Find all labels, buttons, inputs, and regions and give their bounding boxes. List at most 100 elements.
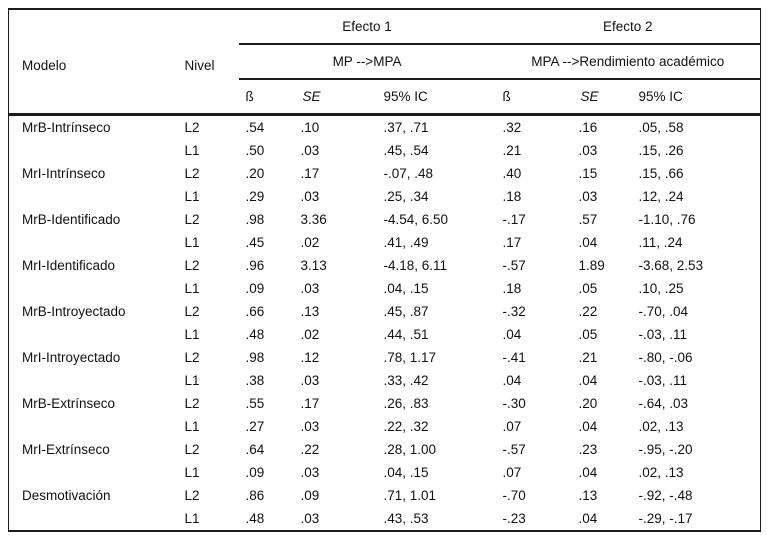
cell-modelo: MrB-Extrínseco — [22, 396, 116, 411]
cell-e1-beta: .48 — [245, 327, 265, 342]
cell-e2-ic: .02, .13 — [638, 419, 684, 434]
cell-e2-beta: .18 — [502, 189, 522, 204]
cell-e1-ic: .45, .87 — [383, 304, 429, 319]
cell-e1-ic: .78, 1.17 — [383, 350, 437, 365]
cell-e1-beta: .29 — [245, 189, 265, 204]
cell-nivel: L2 — [184, 396, 200, 411]
cell-e2-beta: -.70 — [502, 488, 526, 503]
cell-e1-se: .17 — [300, 396, 320, 411]
cell-e1-ic: -.07, .48 — [383, 166, 434, 181]
header-beta-2: ß — [495, 79, 574, 116]
cell-e2-se: .13 — [578, 488, 598, 503]
cell-e2-se: .57 — [578, 212, 598, 227]
table-row: L1 .50 .03 .45, .54 .21 .03 .15, .26 — [9, 139, 761, 162]
cell-e1-se: .13 — [300, 304, 320, 319]
cell-modelo — [9, 369, 180, 392]
table-header: Modelo Nivel Efecto 1 Efecto 2 MP -->MPA… — [8, 9, 761, 116]
cell-e1-se: .17 — [300, 166, 320, 181]
cell-nivel: L1 — [184, 465, 200, 480]
cell-e1-ic: .45, .54 — [383, 143, 429, 158]
cell-e1-se: .09 — [300, 488, 320, 503]
header-efecto-2: Efecto 2 — [495, 9, 761, 45]
cell-e1-beta: .09 — [245, 465, 265, 480]
cell-e1-ic: .22, .32 — [383, 419, 429, 434]
cell-e2-beta: .17 — [502, 235, 522, 250]
cell-e1-ic: .44, .51 — [383, 327, 429, 342]
cell-e1-se: .03 — [300, 373, 320, 388]
cell-e1-ic: .25, .34 — [383, 189, 429, 204]
cell-e2-se: .05 — [578, 281, 598, 296]
cell-e2-beta: -.23 — [502, 511, 526, 526]
results-table: Modelo Nivel Efecto 1 Efecto 2 MP -->MPA… — [8, 8, 762, 532]
table-row: L1 .48 .02 .44, .51 .04 .05 -.03, .11 — [9, 323, 761, 346]
cell-nivel: L2 — [184, 166, 200, 181]
table-row: MrB-Introyectado L2 .66 .13 .45, .87 -.3… — [9, 300, 761, 323]
cell-e1-beta: .09 — [245, 281, 265, 296]
cell-e2-beta: .18 — [502, 281, 522, 296]
cell-e2-se: .16 — [578, 120, 598, 135]
cell-e1-se: .03 — [300, 281, 320, 296]
table-body: MrB-Intrínseco L2 .54 .10 .37, .71 .32 .… — [9, 115, 761, 532]
cell-e1-beta: .27 — [245, 419, 265, 434]
cell-e2-ic: .15, .66 — [638, 166, 684, 181]
cell-e1-ic: -4.54, 6.50 — [383, 212, 449, 227]
cell-e1-ic: .28, 1.00 — [383, 442, 437, 457]
cell-e1-ic: .41, .49 — [383, 235, 429, 250]
cell-e1-beta: .48 — [245, 511, 265, 526]
cell-e2-ic: -1.10, .76 — [638, 212, 696, 227]
cell-e2-ic: .02, .13 — [638, 465, 684, 480]
cell-e2-se: .05 — [578, 327, 598, 342]
cell-modelo: MrI-Identificado — [22, 258, 116, 273]
cell-e2-beta: .04 — [502, 373, 522, 388]
cell-e2-beta: -.17 — [502, 212, 526, 227]
cell-e1-beta: .50 — [245, 143, 265, 158]
cell-e2-se: .15 — [578, 166, 598, 181]
table-row: L1 .27 .03 .22, .32 .07 .04 .02, .13 — [9, 415, 761, 438]
cell-nivel: L1 — [184, 511, 200, 526]
cell-e2-se: .03 — [578, 143, 598, 158]
cell-e1-se: 3.36 — [300, 212, 327, 227]
cell-e2-ic: -3.68, 2.53 — [638, 258, 704, 273]
table-row: L1 .09 .03 .04, .15 .18 .05 .10, .25 — [9, 277, 761, 300]
cell-e2-ic: -.70, .04 — [638, 304, 689, 319]
table-row: L1 .48 .03 .43, .53 -.23 .04 -.29, -.17 — [9, 507, 761, 531]
cell-modelo — [9, 185, 180, 208]
table-row: Desmotivación L2 .86 .09 .71, 1.01 -.70 … — [9, 484, 761, 507]
cell-e1-se: .10 — [300, 120, 320, 135]
cell-e2-se: .04 — [578, 235, 598, 250]
table-row: L1 .09 .03 .04, .15 .07 .04 .02, .13 — [9, 461, 761, 484]
header-se-1: SE — [295, 79, 379, 116]
cell-e1-se: .02 — [300, 327, 320, 342]
cell-nivel: L2 — [184, 212, 200, 227]
cell-modelo — [9, 139, 180, 162]
cell-e2-beta: -.32 — [502, 304, 526, 319]
cell-nivel: L1 — [184, 281, 200, 296]
table-row: L1 .29 .03 .25, .34 .18 .03 .12, .24 — [9, 185, 761, 208]
cell-e2-beta: -.57 — [502, 442, 526, 457]
cell-e1-ic: .43, .53 — [383, 511, 429, 526]
cell-e2-se: .20 — [578, 396, 598, 411]
cell-e2-ic: .05, .58 — [638, 120, 684, 135]
cell-e2-ic: -.03, .11 — [638, 373, 688, 388]
cell-e1-beta: .54 — [245, 120, 265, 135]
header-ic-1: 95% IC — [378, 79, 496, 116]
cell-modelo: MrB-Identificado — [22, 212, 121, 227]
cell-e2-ic: -.92, -.48 — [638, 488, 693, 503]
cell-modelo — [9, 507, 180, 531]
cell-e2-ic: .15, .26 — [638, 143, 684, 158]
cell-e1-beta: .98 — [245, 212, 265, 227]
cell-nivel: L1 — [184, 143, 200, 158]
cell-e1-beta: .20 — [245, 166, 265, 181]
cell-modelo — [9, 231, 180, 254]
cell-e2-ic: .10, .25 — [638, 281, 684, 296]
cell-e2-ic: -.95, -.20 — [638, 442, 693, 457]
cell-e1-beta: .66 — [245, 304, 265, 319]
cell-nivel: L2 — [184, 258, 200, 273]
cell-e1-ic: -4.18, 6.11 — [383, 258, 448, 273]
header-beta-1: ß — [238, 79, 296, 116]
cell-e2-beta: .07 — [502, 465, 522, 480]
cell-e1-ic: .26, .83 — [383, 396, 429, 411]
cell-e1-ic: .37, .71 — [383, 120, 429, 135]
cell-e2-ic: .11, .24 — [638, 235, 683, 250]
